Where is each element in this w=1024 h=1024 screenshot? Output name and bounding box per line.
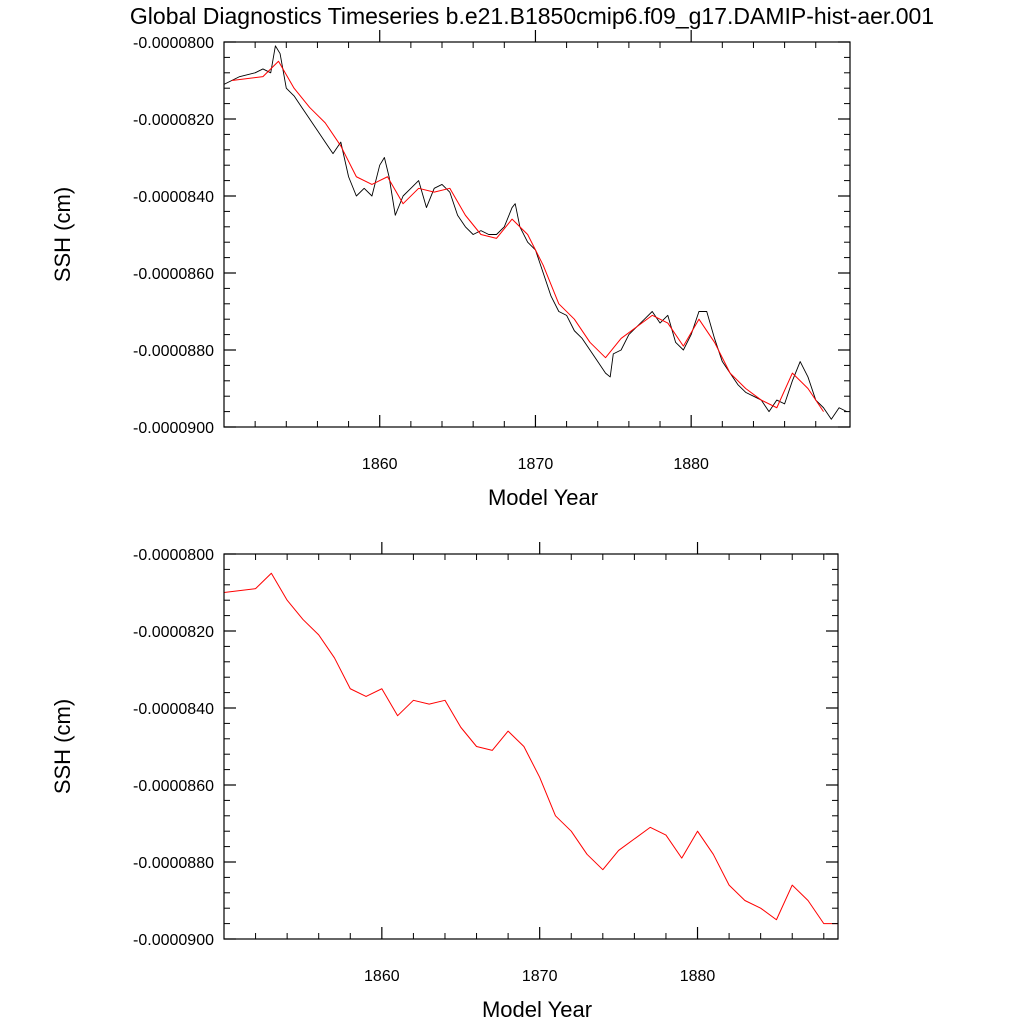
x-tick-label: 1880 (673, 456, 709, 473)
x-axis-label: Model Year (482, 997, 592, 1022)
annual-mean-line (231, 60, 824, 412)
figure-title: Global Diagnostics Timeseries b.e21.B185… (130, 3, 934, 29)
x-axis-label: Model Year (488, 485, 598, 510)
y-tick-label: -0.0000840 (133, 701, 214, 718)
y-axis-label: SSH (cm) (50, 699, 75, 794)
y-tick-label: -0.0000880 (133, 855, 214, 872)
y-tick-label: -0.0000800 (133, 547, 214, 564)
monthly-line (224, 45, 848, 420)
annual-mean-line (224, 572, 838, 925)
x-tick-label: 1870 (522, 968, 558, 985)
y-tick-label: -0.0000860 (133, 778, 214, 795)
y-tick-label: -0.0000820 (133, 112, 214, 129)
y-tick-label: -0.0000800 (133, 35, 214, 52)
y-tick-label: -0.0000900 (133, 932, 214, 949)
x-tick-label: 1860 (362, 456, 398, 473)
plot-frame (223, 553, 839, 940)
y-tick-label: -0.0000900 (133, 420, 214, 437)
y-tick-label: -0.0000860 (133, 266, 214, 283)
plot-frame (223, 41, 851, 428)
x-tick-label: 1860 (364, 968, 400, 985)
series-group (224, 572, 838, 925)
x-tick-label: 1870 (518, 456, 554, 473)
y-tick-label: -0.0000880 (133, 343, 214, 360)
y-tick-label: -0.0000840 (133, 189, 214, 206)
y-tick-label: -0.0000820 (133, 624, 214, 641)
y-axis-label: SSH (cm) (50, 187, 75, 282)
series-group (224, 45, 848, 420)
chart-panel-bottom: 1860 1870 1880 -0.0000800 -0.0000820 -0.00008… (50, 542, 839, 1022)
chart-panel-top: 1860 1870 1880 -0.0000800 -0.0000820 -0.00008… (50, 30, 851, 510)
x-tick-label: 1880 (680, 968, 716, 985)
